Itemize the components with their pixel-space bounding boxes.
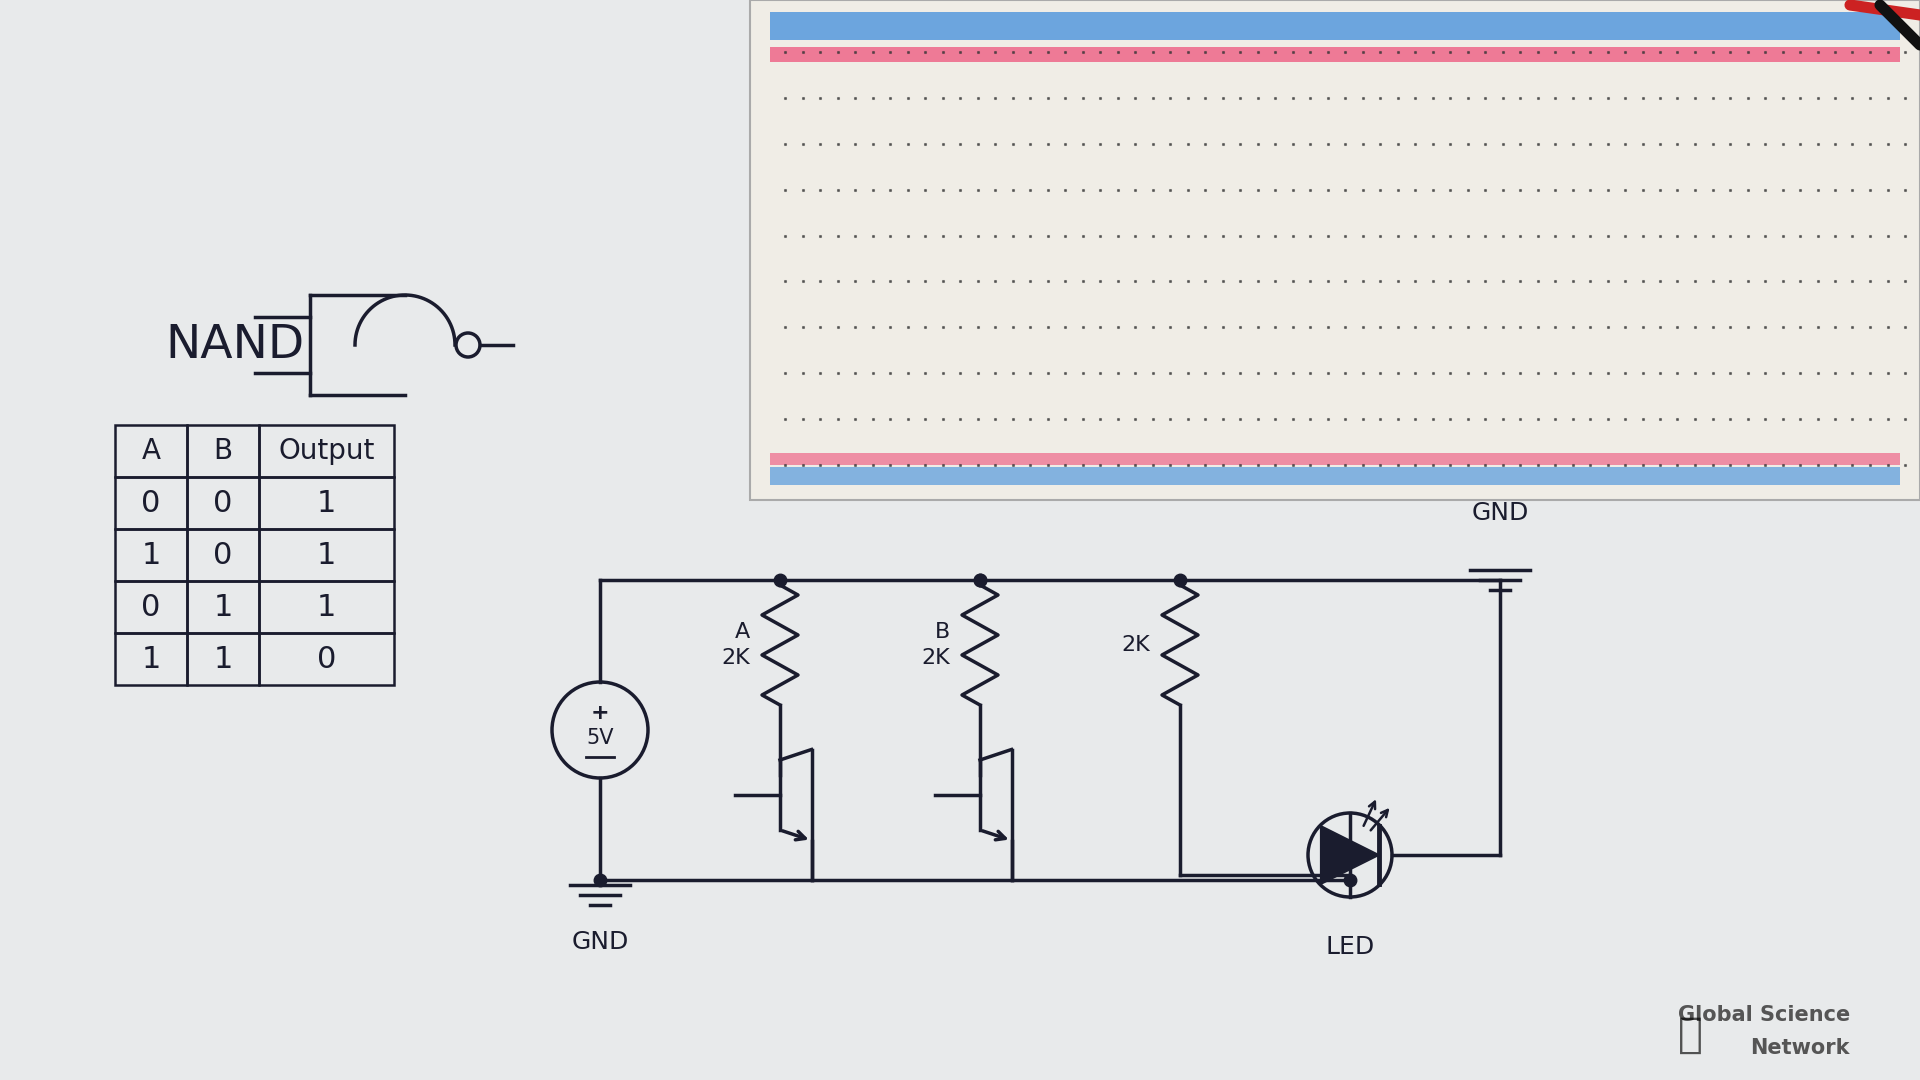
Text: 🧠: 🧠: [1678, 1014, 1703, 1056]
Text: 0: 0: [142, 488, 161, 517]
Bar: [770, 467, 1901, 485]
Bar: [115, 581, 186, 633]
Text: Output: Output: [278, 437, 374, 465]
FancyBboxPatch shape: [751, 0, 1920, 500]
Text: GND: GND: [572, 930, 628, 954]
Bar: [115, 477, 186, 529]
Text: LED: LED: [1325, 935, 1375, 959]
Text: 0: 0: [317, 645, 336, 674]
Text: 0: 0: [213, 488, 232, 517]
Text: 1: 1: [142, 645, 161, 674]
Text: 0: 0: [142, 593, 161, 621]
Text: A: A: [142, 437, 161, 465]
Bar: [115, 633, 186, 685]
Text: +: +: [591, 703, 609, 723]
Text: 1: 1: [317, 593, 336, 621]
Bar: [259, 477, 394, 529]
Bar: [186, 529, 259, 581]
Bar: [770, 453, 1901, 465]
Bar: [115, 426, 186, 477]
Bar: [259, 633, 394, 685]
Text: B: B: [213, 437, 232, 465]
Text: 1: 1: [317, 488, 336, 517]
Bar: [259, 529, 394, 581]
Text: NAND: NAND: [165, 323, 303, 367]
Text: 5V: 5V: [586, 728, 614, 748]
Bar: [186, 477, 259, 529]
Polygon shape: [1321, 825, 1379, 885]
Bar: [259, 581, 394, 633]
Text: GND: GND: [1471, 501, 1528, 525]
Text: 0: 0: [213, 540, 232, 569]
Bar: [186, 426, 259, 477]
Bar: [186, 581, 259, 633]
Bar: [770, 48, 1901, 62]
Text: Global Science: Global Science: [1678, 1005, 1851, 1025]
Bar: [186, 633, 259, 685]
Text: Network: Network: [1751, 1038, 1851, 1058]
Text: 1: 1: [317, 540, 336, 569]
Bar: [115, 529, 186, 581]
Text: 1: 1: [142, 540, 161, 569]
Bar: [259, 426, 394, 477]
Text: B
2K: B 2K: [922, 622, 950, 669]
Bar: [770, 12, 1901, 40]
Text: 1: 1: [213, 645, 232, 674]
Text: 1: 1: [213, 593, 232, 621]
Text: 2K: 2K: [1121, 635, 1150, 654]
Text: A
2K: A 2K: [722, 622, 751, 669]
